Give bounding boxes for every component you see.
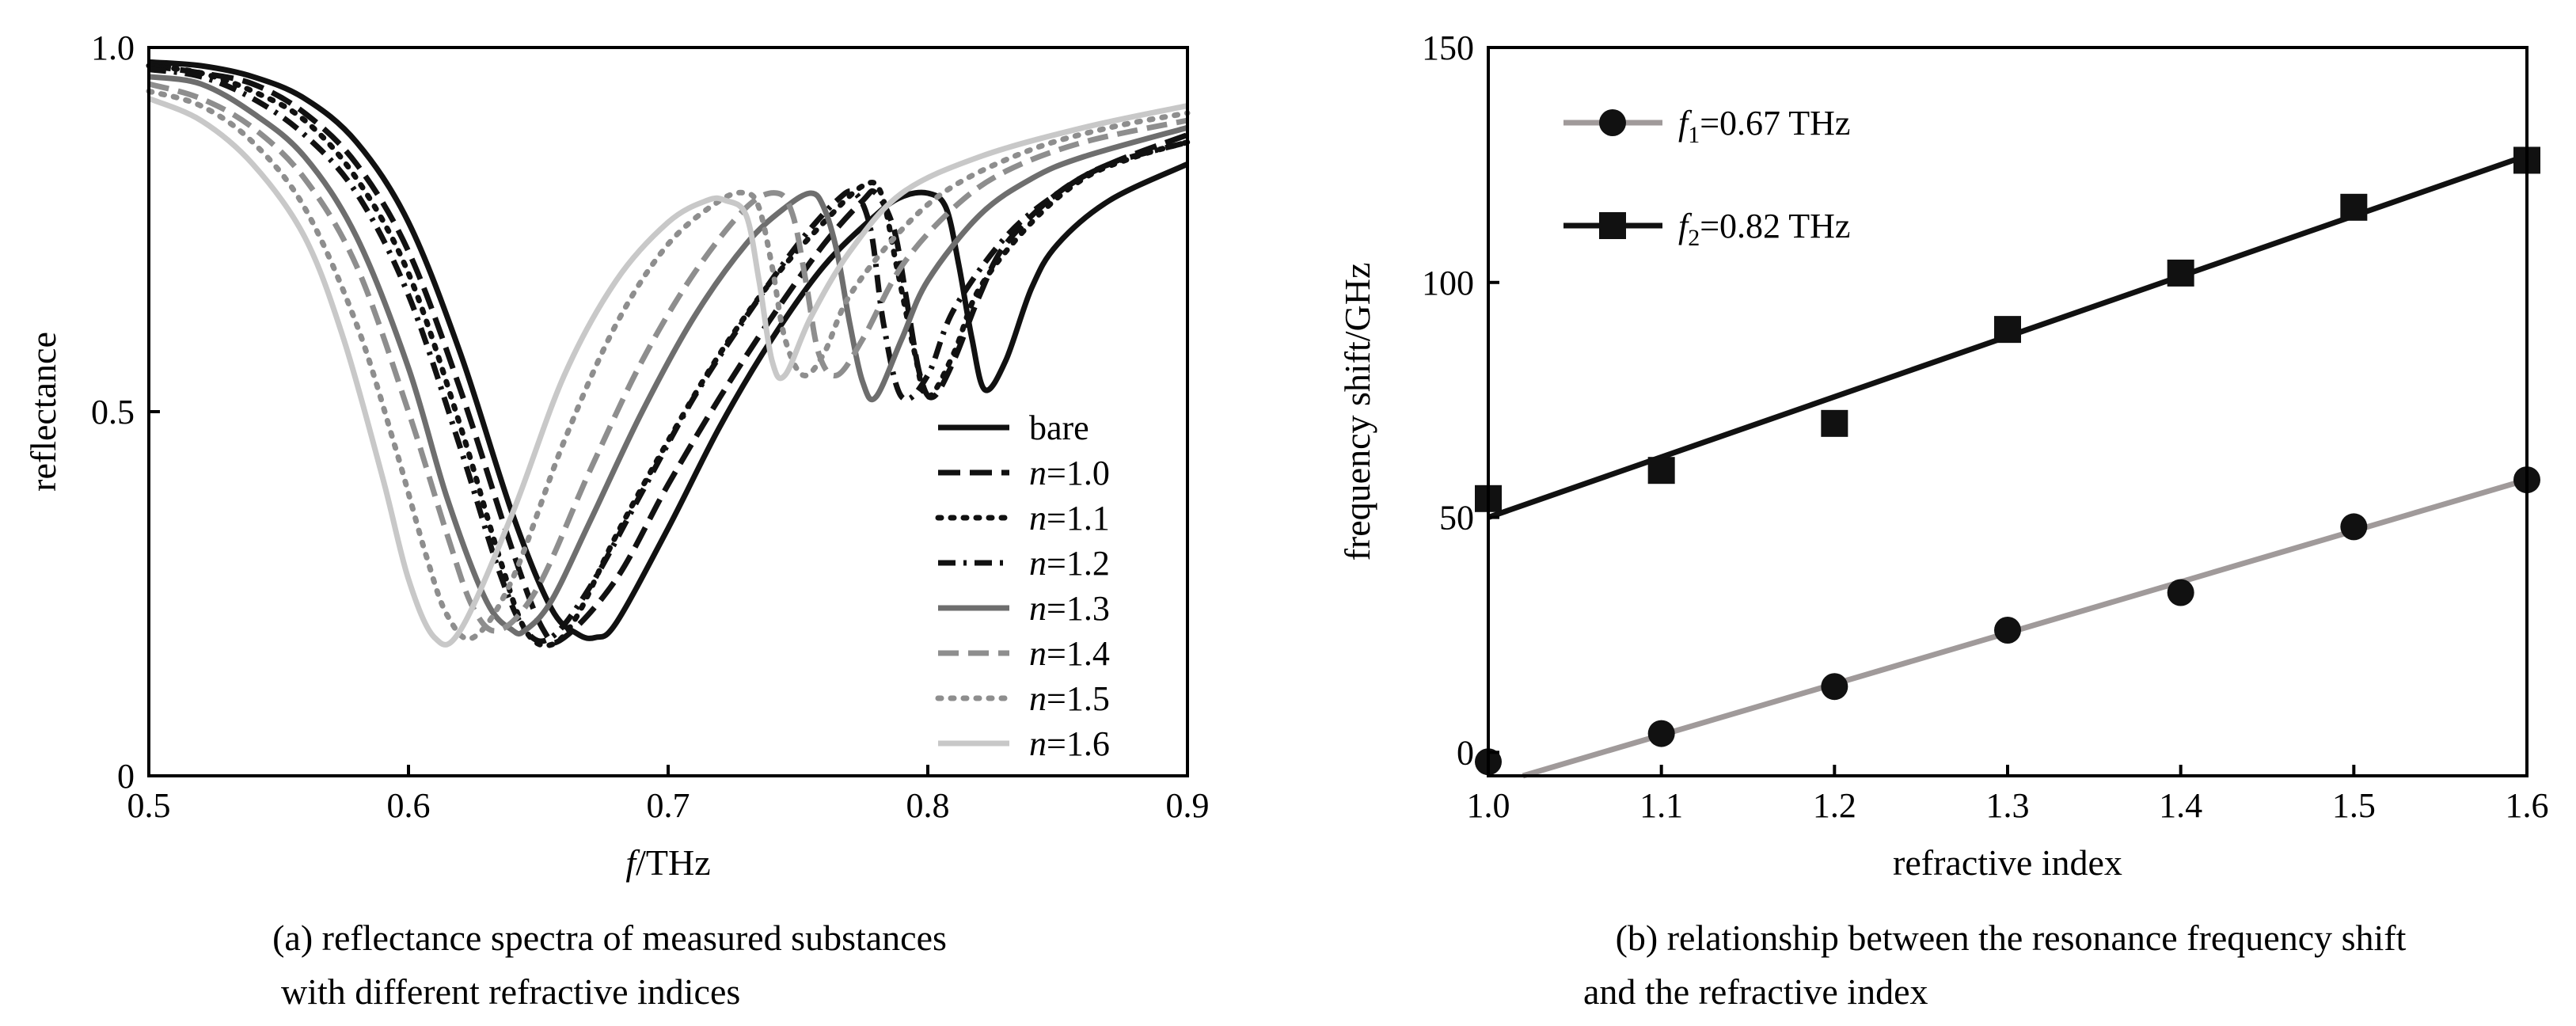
panel-b-x-tick-label: 1.1 — [1639, 786, 1683, 825]
panel-b-x-tick-label: 1.6 — [2506, 786, 2549, 825]
panel-b-point-f1 — [1647, 720, 1675, 747]
panel-a-y-tick-label: 0 — [117, 757, 135, 796]
panel-b-legend-label: f1=0.67 THz — [1678, 104, 1850, 148]
panel-a-x-tick-label: 0.7 — [647, 786, 690, 825]
panel-a-legend-label: n=1.4 — [1029, 634, 1110, 673]
panel-b-legend-marker-square — [1599, 212, 1626, 239]
panel-a-series-line-2 — [148, 63, 1189, 646]
panel-b-point-f1 — [2167, 579, 2194, 606]
panel-a-series-group — [146, 59, 1191, 648]
panel-b-point-f2 — [2340, 193, 2368, 221]
panel-a-series-line-7 — [146, 88, 1191, 642]
panel-b-legend-label: f2=0.82 THz — [1678, 207, 1850, 251]
panel-a-y-axis-label: reflectance — [23, 332, 63, 492]
panel-a-legend-label: n=1.5 — [1029, 679, 1110, 718]
panel-a-series-line-1 — [148, 59, 1189, 641]
panel-b-x-tick-label: 1.4 — [2159, 786, 2202, 825]
panel-b-x-axis-label: refractive index — [1893, 842, 2122, 883]
panel-b-legend: f1=0.67 THz f2=0.82 THz — [1563, 104, 1850, 251]
panel-a-legend-label: n=1.0 — [1029, 454, 1110, 492]
panel-b-x-tick-label: 1.3 — [1986, 786, 2030, 825]
panel-b-point-f2 — [2167, 259, 2194, 287]
panel-a-x-tick-label: 0.8 — [906, 786, 950, 825]
panel-b-y-tick-label: 150 — [1422, 28, 1474, 67]
panel-a-legend-label: n=1.3 — [1029, 589, 1110, 628]
panel-b-y-tick-label: 0 — [1457, 733, 1474, 772]
panel-a-x-tick-label: 0.9 — [1166, 786, 1210, 825]
panel-b-point-f1 — [2340, 513, 2368, 541]
panel-a-x-tick-label: 0.6 — [387, 786, 431, 825]
panel-a-x-ticks: 0.5 0.6 0.7 0.8 0.9 — [127, 765, 1210, 825]
panel-b-y-tick-label: 100 — [1422, 264, 1474, 302]
panel-a-series-line-8 — [147, 96, 1188, 648]
panel-b-caption-line-2: and the refractive index — [1583, 971, 1928, 1012]
panel-b-series-group — [1475, 146, 2540, 779]
panel-b-x-ticks: 1.0 1.1 1.2 1.3 1.4 1.5 1.6 — [1467, 765, 2549, 825]
panel-a-series-line-4 — [148, 66, 1188, 644]
panel-b-y-axis-label: frequency shift/GHz — [1337, 263, 1377, 561]
panel-b-caption-line-1: (b) relationship between the resonance f… — [1616, 918, 2407, 958]
panel-a-legend: bare n=1.0 n=1.1 n=1.2 n=1.3 n=1.4 n=1.5 n=1.6 — [935, 408, 1110, 763]
panel-a-y-tick-label: 0.5 — [91, 393, 135, 431]
panel-a-legend-label: bare — [1029, 408, 1089, 447]
panel-b-point-f1 — [1821, 673, 1848, 701]
panel-b-point-f2 — [1821, 409, 1848, 437]
panel-a-y-tick-label: 1.0 — [91, 28, 135, 67]
panel-a-legend-label: n=1.6 — [1029, 724, 1110, 763]
panel-b-plot-frame — [1487, 46, 2529, 777]
panel-a-caption-line-1: (a) reflectance spectra of measured subs… — [272, 918, 947, 958]
panel-b-point-f2 — [1994, 316, 2021, 344]
panel-b-y-tick-label: 50 — [1439, 499, 1474, 538]
panel-a-reflectance-chart: 0.5 0.6 0.7 0.8 0.9 00.51.0 f/THz reflectanc… — [23, 28, 1210, 1012]
panel-b-x-tick-label: 1.2 — [1813, 786, 1856, 825]
panel-a-series-line-5 — [148, 74, 1188, 637]
panel-a-series-line-6 — [148, 81, 1188, 634]
panel-a-x-tick-label: 0.5 — [127, 786, 171, 825]
panel-a-legend-label: n=1.1 — [1029, 499, 1110, 538]
panel-a-legend-label: n=1.2 — [1029, 544, 1110, 583]
panel-a-y-ticks: 0 0.5 1.0 — [91, 28, 160, 796]
panel-b-point-f1 — [1994, 617, 2021, 644]
panel-a-series-line-3 — [146, 63, 1191, 648]
panel-a-caption-line-2: with different refractive indices — [281, 971, 740, 1012]
panel-b-y-ticks: 0 50 100 150 — [1422, 28, 1499, 772]
panel-b-x-tick-label: 1.5 — [2332, 786, 2376, 825]
panel-a-x-axis-label: f/THz — [625, 842, 710, 883]
panel-b-legend-marker-circle — [1599, 109, 1626, 136]
panel-b-frequency-shift-chart: 1.0 1.1 1.2 1.3 1.4 1.5 1.6 0 50 100 150 refracti… — [1337, 28, 2549, 1012]
panel-b-x-tick-label: 1.0 — [1467, 786, 1510, 825]
panel-b-point-f2 — [1647, 457, 1675, 484]
